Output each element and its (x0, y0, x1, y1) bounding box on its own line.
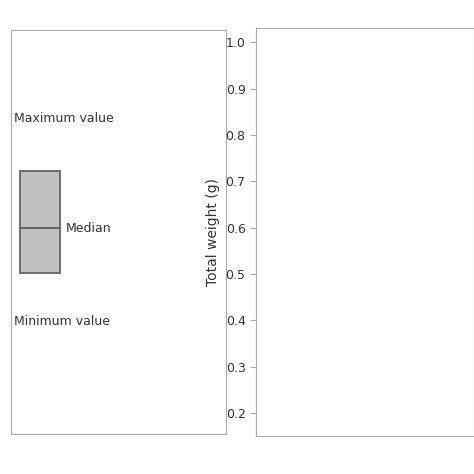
Text: Median: Median (66, 222, 112, 235)
Text: Maximum value: Maximum value (14, 111, 114, 125)
Text: Minimum value: Minimum value (14, 315, 110, 328)
Y-axis label: Total weight (g): Total weight (g) (206, 178, 220, 286)
Bar (20, 171, 60, 273)
